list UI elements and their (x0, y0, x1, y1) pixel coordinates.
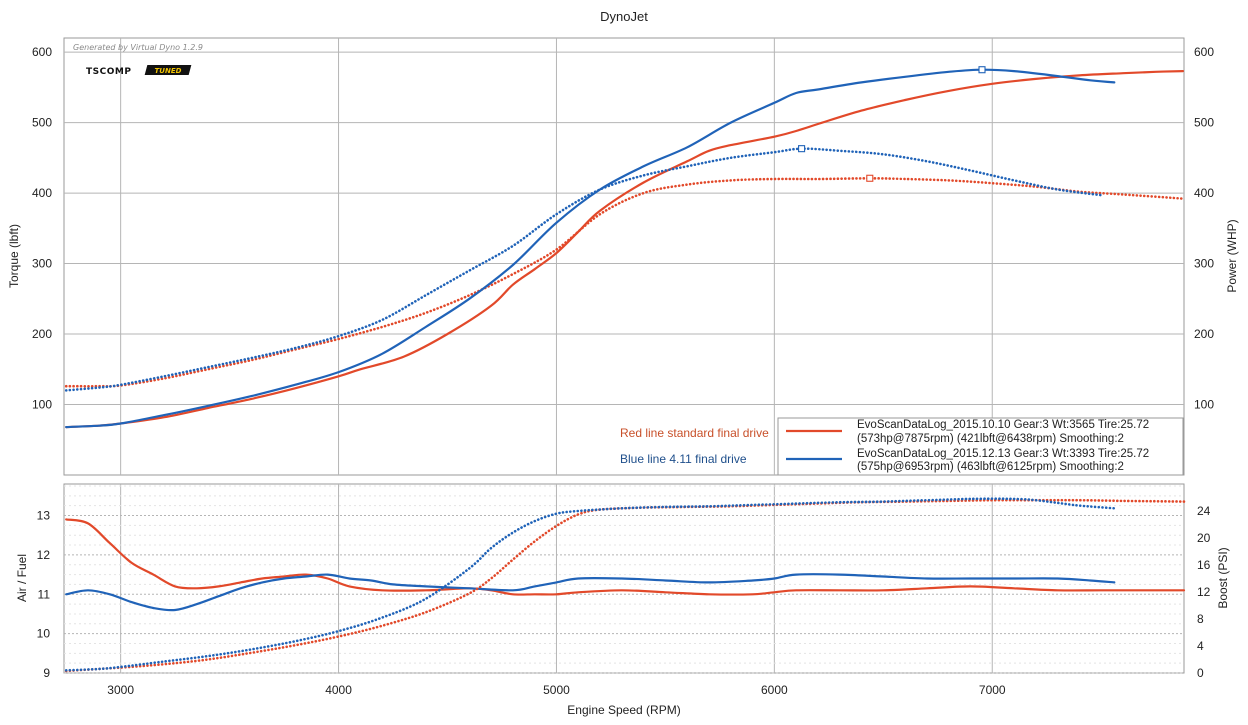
x-tick-rpm: 7000 (979, 683, 1006, 697)
y2-tick-power: 400 (1194, 186, 1214, 200)
legend: EvoScanDataLog_2015.10.10 Gear:3 Wt:3565… (777, 417, 1184, 476)
y2-tick-power: 600 (1194, 45, 1214, 59)
y-tick-airfuel: 13 (37, 509, 51, 523)
chart-title: DynoJet (600, 9, 648, 24)
bottom-series-0 (65, 518, 1186, 596)
x-tick-rpm: 6000 (761, 683, 788, 697)
top-panel-frame (63, 37, 1185, 476)
top-series-2 (65, 68, 1116, 429)
top-curves (64, 68, 1186, 429)
y2-axis-label-power: Power (WHP) (1225, 219, 1239, 292)
logo-brand: TSCOMP (86, 67, 131, 77)
x-tick-rpm: 4000 (325, 683, 352, 697)
y2-tick-power: 200 (1194, 327, 1214, 341)
x-tick-rpm: 5000 (543, 683, 570, 697)
y2-tick-boost: 0 (1197, 666, 1204, 680)
bottom-series-3 (64, 497, 1116, 672)
y-tick-airfuel: 11 (38, 587, 51, 601)
peak-marker-2 (978, 66, 986, 74)
y2-tick-power: 300 (1194, 257, 1214, 271)
watermark-text: Generated by Virtual Dyno 1.2.9 (73, 43, 203, 52)
y2-axis-label-boost: Boost (PSI) (1216, 547, 1230, 608)
y-axis-label-airfuel: Air / Fuel (15, 554, 29, 602)
y2-tick-power: 500 (1194, 116, 1214, 130)
red-line-note: Red line standard final drive (620, 426, 769, 440)
tscomp-logo: TSCOMP TUNED (86, 65, 192, 77)
y-tick-torque: 200 (32, 327, 52, 341)
top-series-1 (64, 177, 1186, 388)
top-series-0 (65, 70, 1184, 429)
peak-markers (798, 66, 986, 182)
bottom-series-1 (65, 573, 1116, 612)
y-axis-label-torque: Torque (lbft) (7, 224, 21, 288)
y-tick-airfuel: 9 (43, 666, 50, 680)
legend-red-line2: (573hp@7875rpm) (421lbft@6438rpm) Smooth… (857, 433, 1124, 445)
logo-badge: TUNED (155, 67, 182, 75)
y2-tick-boost: 12 (1197, 585, 1211, 599)
legend-blue-line2: (575hp@6953rpm) (463lbft@6125rpm) Smooth… (857, 461, 1124, 473)
bottom-series-2 (64, 498, 1186, 673)
peak-marker-3 (798, 145, 806, 153)
x-tick-rpm: 3000 (107, 683, 134, 697)
bottom-curves (64, 497, 1186, 673)
y-tick-airfuel: 10 (37, 627, 51, 641)
y-tick-torque: 500 (32, 116, 52, 130)
y2-tick-boost: 4 (1197, 639, 1204, 653)
blue-line-note: Blue line 4.11 final drive (620, 452, 747, 466)
y2-tick-boost: 16 (1197, 558, 1211, 572)
x-axis-label: Engine Speed (RPM) (567, 703, 680, 717)
y2-tick-boost: 20 (1197, 531, 1211, 545)
legend-box (777, 417, 1184, 476)
y-tick-torque: 300 (32, 257, 52, 271)
y-tick-torque: 600 (32, 45, 52, 59)
y2-tick-boost: 24 (1197, 504, 1211, 518)
legend-red-line1: EvoScanDataLog_2015.10.10 Gear:3 Wt:3565… (857, 419, 1149, 431)
y-tick-torque: 400 (32, 186, 52, 200)
top-series-3 (64, 147, 1103, 392)
y-tick-torque: 100 (32, 398, 52, 412)
y2-tick-boost: 8 (1197, 612, 1204, 626)
peak-marker-1 (866, 174, 874, 182)
logo-badge-bg (144, 65, 192, 75)
legend-blue-line1: EvoScanDataLog_2015.12.13 Gear:3 Wt:3393… (857, 448, 1149, 460)
y-tick-airfuel: 12 (37, 548, 51, 562)
y2-tick-power: 100 (1194, 398, 1214, 412)
